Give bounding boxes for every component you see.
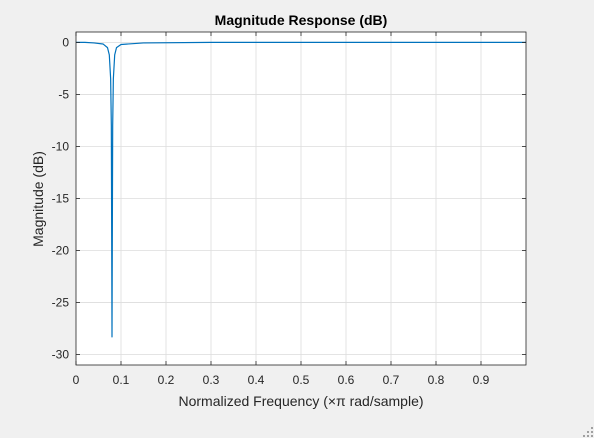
x-axis-label: Normalized Frequency (×π rad/sample) xyxy=(178,393,423,409)
x-tick-label: 0.4 xyxy=(248,373,265,387)
grip-dot xyxy=(591,427,593,429)
grip-dot xyxy=(591,431,593,433)
x-tick-label: 0.9 xyxy=(473,373,490,387)
x-tick-label: 0.7 xyxy=(383,373,400,387)
y-tick-labels: 0 -5 -10 -15 -20 -25 -30 xyxy=(52,35,70,361)
x-tick-label: 0.3 xyxy=(203,373,220,387)
x-tick-labels: 0 0.1 0.2 0.3 0.4 0.5 0.6 0.7 0.8 0.9 xyxy=(73,373,490,387)
grip-dot xyxy=(591,435,593,437)
x-tick-label: 0.5 xyxy=(293,373,310,387)
y-tick-label: -15 xyxy=(52,192,70,206)
grip-dot xyxy=(583,435,585,437)
grip-dot xyxy=(587,431,589,433)
grip-dot xyxy=(587,435,589,437)
chart-title: Magnitude Response (dB) xyxy=(215,12,388,28)
magnitude-response-line xyxy=(76,41,526,338)
x-tick-label: 0.6 xyxy=(338,373,355,387)
y-tick-label: -10 xyxy=(52,139,70,153)
x-tick-label: 0 xyxy=(73,373,80,387)
y-tick-label: -5 xyxy=(58,87,69,101)
series-layer xyxy=(76,41,526,338)
y-axis-label: Magnitude (dB) xyxy=(30,151,46,247)
x-tick-label: 0.1 xyxy=(113,373,130,387)
y-tick-label: -25 xyxy=(52,296,70,310)
y-tick-label: -30 xyxy=(52,348,70,362)
y-tick-label: 0 xyxy=(62,35,69,49)
resize-grip-icon[interactable] xyxy=(582,426,594,438)
tick-marks xyxy=(75,32,526,365)
x-tick-label: 0.8 xyxy=(428,373,445,387)
x-tick-label: 0.2 xyxy=(158,373,175,387)
y-tick-label: -20 xyxy=(52,244,70,258)
